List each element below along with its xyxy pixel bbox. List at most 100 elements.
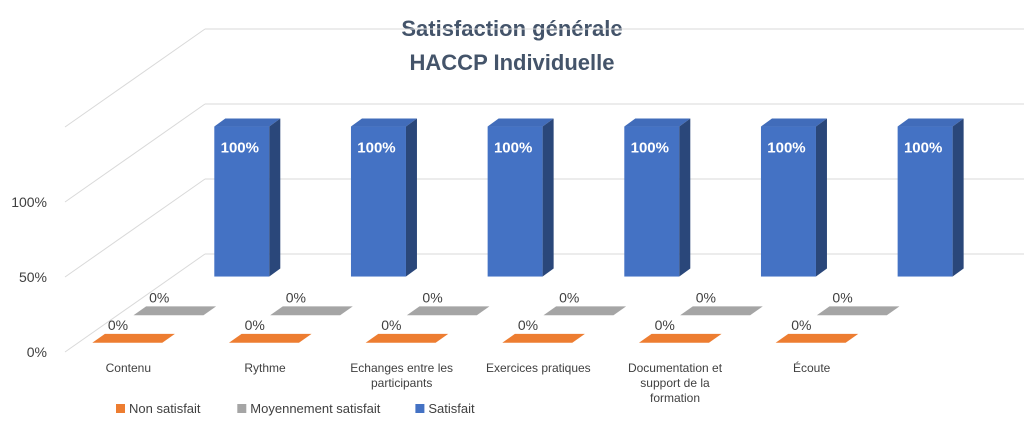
data-label: 0% bbox=[422, 289, 442, 305]
bar-top bbox=[350, 118, 417, 127]
bars: 100% 100% 100% 100% 100% 100% 0% 0% 0% 0% 0% 0% 0% 0%… bbox=[92, 118, 964, 343]
data-label: 0% bbox=[696, 289, 716, 305]
gridline-side bbox=[64, 28, 206, 128]
data-label: 0% bbox=[559, 289, 579, 305]
bar-0-0: 0% bbox=[92, 317, 175, 343]
gridline-side bbox=[64, 253, 206, 353]
bar-flat bbox=[816, 306, 900, 316]
data-label: 100% bbox=[904, 140, 942, 157]
legend-item: Non satisfait bbox=[116, 401, 201, 416]
data-label: 100% bbox=[221, 140, 259, 157]
bar-side bbox=[542, 118, 554, 277]
bar-front bbox=[624, 126, 680, 277]
data-label: 0% bbox=[149, 289, 169, 305]
legend: Non satisfait Moyennement satisfait Satisf… bbox=[116, 401, 475, 416]
legend-item: Moyennement satisfait bbox=[237, 401, 381, 416]
x-tick-line: formation bbox=[650, 391, 700, 405]
bar-0-5: 0% bbox=[775, 317, 859, 343]
gridline-side bbox=[64, 103, 206, 203]
gridline-side bbox=[64, 178, 206, 278]
x-tick-line: support de la bbox=[640, 376, 710, 390]
bar-top bbox=[760, 118, 827, 127]
bar-2-2: 100% bbox=[487, 118, 554, 277]
bar-2-4: 100% bbox=[760, 118, 827, 277]
bar-2-0: 100% bbox=[214, 118, 281, 277]
bar-0-4: 0% bbox=[638, 317, 722, 343]
bar-flat bbox=[270, 306, 353, 316]
data-label: 0% bbox=[518, 317, 538, 333]
legend-swatch bbox=[116, 404, 125, 413]
data-label: 0% bbox=[791, 317, 811, 333]
x-tick-label: Exercices pratiques bbox=[486, 361, 591, 375]
x-tick-label: Documentation et support de la formation bbox=[628, 361, 723, 405]
bar-flat bbox=[228, 333, 312, 343]
bar-2-5: 100% bbox=[897, 118, 964, 277]
bar-flat bbox=[92, 333, 175, 343]
data-label: 100% bbox=[631, 140, 669, 157]
bar-front bbox=[487, 126, 543, 277]
data-label: 100% bbox=[494, 140, 532, 157]
x-tick-label: Contenu bbox=[106, 361, 151, 375]
x-tick-line: Documentation et bbox=[628, 361, 723, 375]
data-label: 0% bbox=[832, 289, 852, 305]
x-tick-label: Écoute bbox=[793, 360, 831, 375]
bar-front bbox=[350, 126, 406, 277]
gridlines bbox=[64, 28, 1024, 353]
legend-label: Moyennement satisfait bbox=[250, 401, 380, 416]
bar-side bbox=[679, 118, 691, 277]
data-label: 100% bbox=[357, 140, 395, 157]
x-tick-label: Echanges entre les participants bbox=[350, 361, 453, 390]
bar-1-5: 0% bbox=[816, 289, 900, 316]
bar-side bbox=[269, 118, 281, 277]
legend-swatch bbox=[237, 404, 247, 413]
data-label: 0% bbox=[286, 289, 306, 305]
x-tick-line: Echanges entre les bbox=[350, 361, 453, 375]
bar-flat bbox=[502, 333, 585, 343]
x-tick-line: Contenu bbox=[106, 361, 151, 375]
y-tick-label: 50% bbox=[19, 269, 47, 285]
y-tick-label: 100% bbox=[11, 194, 47, 210]
x-axis: Contenu Rythme Echanges entre les participa… bbox=[106, 360, 831, 405]
data-label: 0% bbox=[245, 317, 265, 333]
bar-1-1: 0% bbox=[270, 289, 353, 316]
bar-front bbox=[897, 126, 953, 277]
legend-item: Satisfait bbox=[415, 401, 475, 416]
bar-flat bbox=[638, 333, 722, 343]
data-label: 0% bbox=[381, 317, 401, 333]
x-tick-label: Rythme bbox=[244, 361, 286, 375]
bar-0-2: 0% bbox=[365, 317, 449, 343]
bar-top bbox=[214, 118, 281, 127]
bar-top bbox=[487, 118, 554, 127]
bar-1-2: 0% bbox=[406, 289, 490, 316]
bar-flat bbox=[543, 306, 627, 316]
bar-top bbox=[897, 118, 964, 127]
y-tick-label: 0% bbox=[27, 344, 47, 360]
bar-side bbox=[815, 118, 827, 277]
legend-swatch bbox=[415, 404, 425, 413]
bar-flat bbox=[775, 333, 859, 343]
x-tick-line: Rythme bbox=[244, 361, 286, 375]
x-tick-line: Écoute bbox=[793, 360, 831, 375]
data-label: 0% bbox=[655, 317, 675, 333]
bar-1-4: 0% bbox=[680, 289, 763, 316]
chart-subtitle: HACCP Individuelle bbox=[410, 50, 615, 75]
data-label: 0% bbox=[108, 317, 128, 333]
bar-side bbox=[405, 118, 417, 277]
bar-flat bbox=[365, 333, 449, 343]
y-axis: 0% 50% 100% bbox=[11, 194, 47, 360]
bar-2-3: 100% bbox=[624, 118, 691, 277]
bar-0-1: 0% bbox=[228, 317, 312, 343]
bar-flat bbox=[680, 306, 763, 316]
data-label: 100% bbox=[767, 140, 805, 157]
bar-side bbox=[952, 118, 964, 277]
bar-flat bbox=[133, 306, 217, 316]
bar-top bbox=[624, 118, 691, 127]
bar-2-1: 100% bbox=[350, 118, 417, 277]
bar-0-3: 0% bbox=[502, 317, 585, 343]
bar-front bbox=[214, 126, 270, 277]
legend-label: Satisfait bbox=[428, 401, 475, 416]
bar-1-3: 0% bbox=[543, 289, 627, 316]
x-tick-line: participants bbox=[371, 376, 432, 390]
legend-label: Non satisfait bbox=[129, 401, 201, 416]
